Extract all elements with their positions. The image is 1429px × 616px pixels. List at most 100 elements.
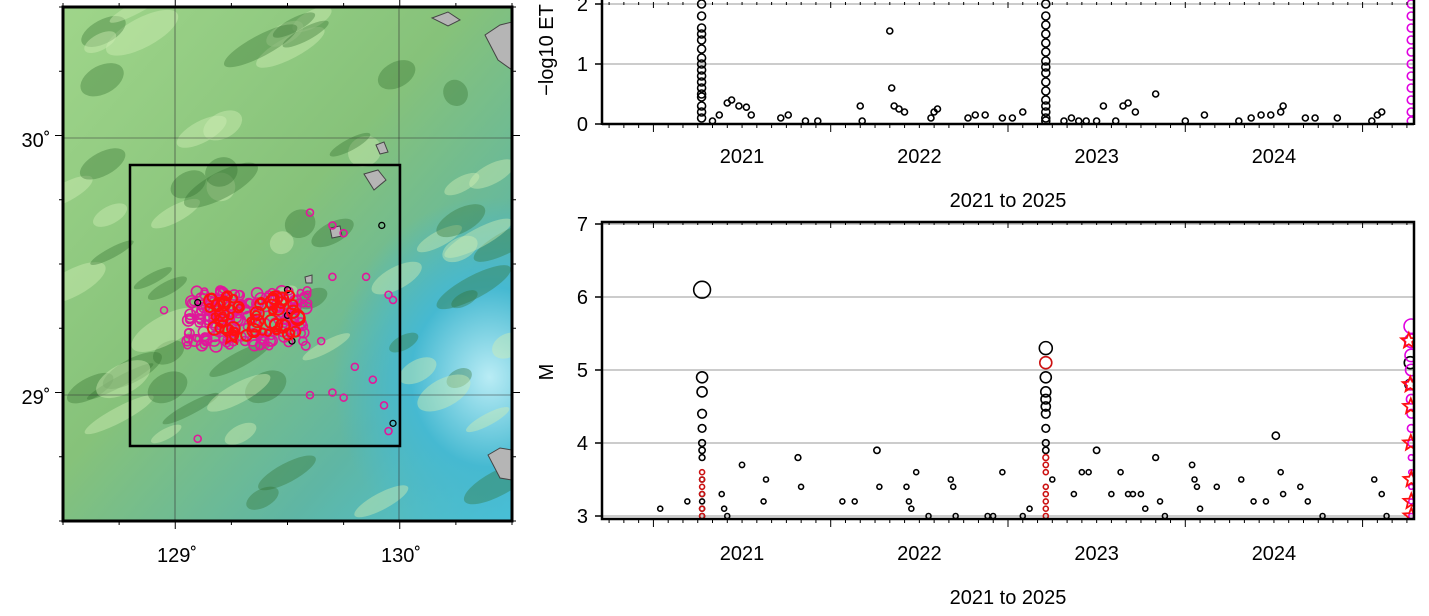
data-point bbox=[1050, 477, 1055, 482]
data-point-star bbox=[1403, 377, 1418, 392]
data-point bbox=[748, 112, 754, 118]
data-point bbox=[1079, 470, 1084, 475]
data-point bbox=[699, 447, 705, 453]
data-point bbox=[914, 470, 919, 475]
x-tick-label: 2022 bbox=[897, 543, 942, 565]
data-point bbox=[1198, 506, 1203, 511]
data-point bbox=[1093, 447, 1099, 453]
data-point bbox=[1372, 477, 1377, 482]
data-point bbox=[785, 112, 791, 118]
data-point bbox=[1009, 115, 1015, 121]
lat-label-29: 29˚ bbox=[22, 387, 51, 409]
data-point-star bbox=[1404, 472, 1419, 487]
data-point bbox=[1248, 115, 1254, 121]
data-point bbox=[1280, 103, 1286, 109]
data-point bbox=[1086, 470, 1091, 475]
magnitude-y-axis-label: M bbox=[536, 364, 558, 381]
data-point bbox=[1334, 115, 1340, 121]
y-tick-label: 4 bbox=[577, 433, 588, 455]
y-tick-label: 3 bbox=[577, 506, 588, 528]
data-point bbox=[1042, 69, 1050, 77]
data-point bbox=[697, 372, 708, 383]
data-point bbox=[1158, 499, 1163, 504]
data-point bbox=[1278, 109, 1284, 115]
data-point bbox=[736, 103, 742, 109]
data-point bbox=[951, 484, 956, 489]
map-panel: 30˚ 29˚ 129˚ 130˚ bbox=[22, 0, 547, 567]
et-x-axis-label: 2021 to 2025 bbox=[950, 190, 1067, 212]
data-point bbox=[698, 12, 706, 20]
data-point bbox=[698, 425, 706, 433]
data-point bbox=[1068, 115, 1074, 121]
data-point bbox=[1118, 470, 1123, 475]
data-point bbox=[694, 281, 711, 298]
data-point bbox=[1027, 506, 1032, 511]
data-point bbox=[722, 506, 727, 511]
data-point bbox=[700, 492, 705, 497]
data-point bbox=[1042, 12, 1050, 20]
y-tick-label: 2 bbox=[577, 0, 588, 16]
data-point bbox=[1040, 372, 1051, 383]
data-point bbox=[1268, 112, 1274, 118]
data-point bbox=[1132, 109, 1138, 115]
data-point bbox=[700, 477, 705, 482]
data-point bbox=[700, 506, 705, 511]
data-point bbox=[1312, 115, 1318, 121]
data-point bbox=[697, 387, 707, 397]
data-point bbox=[928, 115, 934, 121]
data-point bbox=[719, 492, 724, 497]
data-point bbox=[1194, 484, 1199, 489]
data-point bbox=[982, 112, 988, 118]
magnitude-axis-ticks bbox=[609, 222, 1407, 527]
data-point bbox=[909, 506, 914, 511]
data-point bbox=[685, 499, 690, 504]
data-point bbox=[887, 28, 893, 34]
x-tick-label: 2023 bbox=[1074, 146, 1119, 168]
data-point bbox=[1153, 91, 1159, 97]
et-chart: 012 20212022202320242025 −log10 ET 2021 … bbox=[536, 0, 1429, 212]
magnitude-x-axis-label: 2021 to 2025 bbox=[950, 587, 1067, 609]
data-point bbox=[1405, 349, 1417, 361]
data-point bbox=[1130, 492, 1135, 497]
data-point bbox=[658, 506, 663, 511]
data-point bbox=[1040, 357, 1052, 369]
data-point bbox=[1020, 109, 1026, 115]
x-tick-label: 2023 bbox=[1074, 543, 1119, 565]
data-point bbox=[739, 462, 744, 467]
magnitude-x-tick-labels: 20212022202320242025 bbox=[720, 543, 1429, 565]
x-tick-label: 2021 bbox=[720, 543, 765, 565]
data-point bbox=[1109, 492, 1114, 497]
island bbox=[305, 275, 312, 283]
data-point bbox=[1302, 115, 1308, 121]
y-tick-label: 6 bbox=[577, 287, 588, 309]
data-point bbox=[1071, 492, 1076, 497]
lon-label-130: 130˚ bbox=[381, 545, 421, 567]
data-point bbox=[1138, 492, 1143, 497]
data-point bbox=[1263, 499, 1268, 504]
data-point bbox=[1043, 492, 1048, 497]
lon-label-129: 129˚ bbox=[157, 545, 197, 567]
data-point bbox=[904, 484, 909, 489]
et-y-tick-labels: 012 bbox=[577, 0, 602, 136]
data-point bbox=[852, 499, 857, 504]
et-y-axis-label: −log10 ET bbox=[536, 4, 558, 96]
data-point bbox=[700, 499, 705, 504]
data-point bbox=[1039, 342, 1052, 355]
data-point bbox=[1042, 21, 1050, 29]
x-tick-label: 2024 bbox=[1252, 146, 1297, 168]
data-point bbox=[1042, 48, 1050, 56]
y-tick-label: 7 bbox=[577, 214, 588, 236]
et-points bbox=[698, 0, 1416, 125]
data-point bbox=[1379, 492, 1384, 497]
data-point bbox=[906, 499, 911, 504]
data-point bbox=[716, 112, 722, 118]
lat-label-30: 30˚ bbox=[22, 130, 51, 152]
data-point bbox=[1298, 484, 1303, 489]
data-point bbox=[1043, 462, 1048, 467]
data-point bbox=[1042, 425, 1050, 433]
data-point bbox=[1125, 100, 1131, 106]
data-point-star bbox=[1403, 435, 1418, 450]
data-point bbox=[1201, 112, 1207, 118]
